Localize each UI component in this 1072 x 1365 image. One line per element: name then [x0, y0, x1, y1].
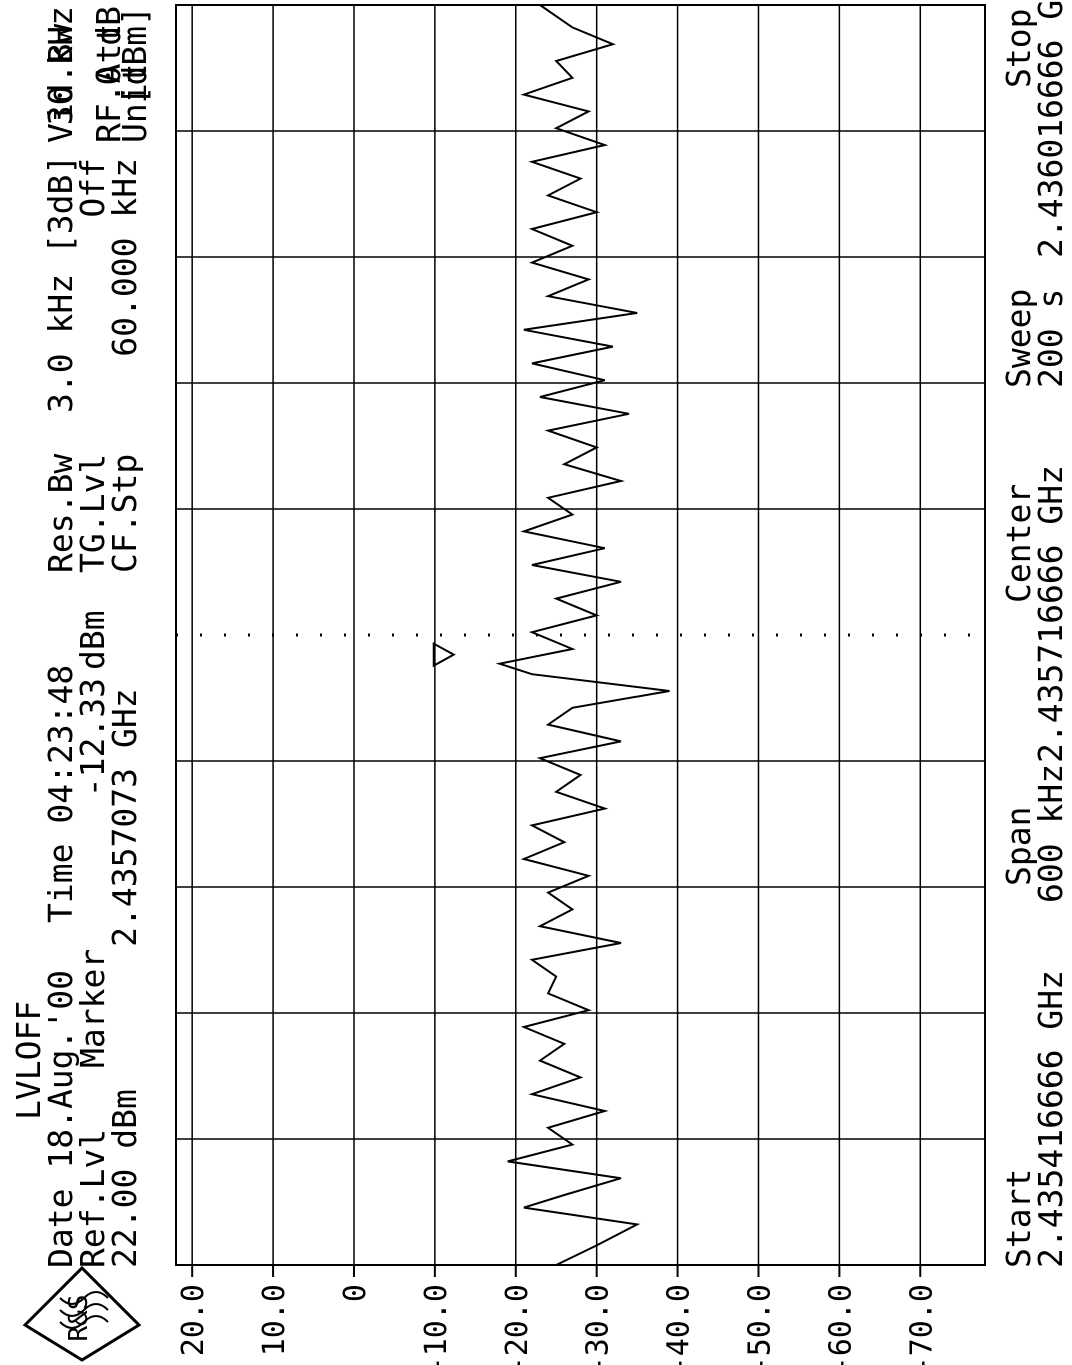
level-tick-label: -40.0 — [662, 1284, 697, 1365]
time-text: Time 04:23:48 — [41, 665, 80, 923]
level-tick-label: -30.0 — [581, 1284, 616, 1365]
marker-level-value: -12.33 — [73, 678, 112, 797]
vid-bw-label: Vid.Bw — [41, 24, 80, 143]
stop-label: Stop — [999, 9, 1038, 88]
tg-level-value: Off — [73, 158, 112, 218]
vid-bw-value: 30 kHz — [41, 6, 80, 125]
unit-value: [dBm] — [115, 6, 154, 105]
stop-value: 2.436016666 GHz — [1031, 0, 1070, 258]
frequency-gridlines — [176, 130, 985, 1140]
span-value: 600 kHz — [1031, 764, 1070, 903]
level-tick-label: -50.0 — [742, 1284, 777, 1365]
level-tick-label: -60.0 — [823, 1284, 858, 1365]
ref-level-value: 22.00 dBm — [105, 1089, 144, 1268]
mode-text: LVLOFF — [9, 1001, 48, 1120]
trace-line — [495, 4, 670, 1266]
marker-label: Marker — [73, 949, 112, 1068]
marker-freq-value: 2.4357073 — [105, 768, 144, 947]
sweep-label: Sweep — [999, 289, 1038, 388]
level-tick-label: -10.0 — [419, 1284, 454, 1365]
res-bw-label: Res.Bw — [41, 454, 80, 573]
rs-logo: R&S — [22, 1265, 142, 1362]
marker-freq-unit: GHz — [105, 688, 144, 748]
rf-att-label: RF.Att — [89, 24, 128, 143]
level-tick-label: -20.0 — [500, 1284, 535, 1365]
level-gridlines — [191, 5, 922, 1265]
footer-block: Start 2.435416666 GHz Span 600 kHz Cente… — [999, 0, 1070, 1268]
plot-area: 20.0 10.0 0 -10.0 -20.0 -30.0 -40.0 -50.0 -60.0 -… — [175, 4, 986, 1365]
span-label: Span — [999, 807, 1038, 886]
sweep-value: 200 s — [1031, 289, 1070, 388]
level-tick-label: -70.0 — [904, 1284, 939, 1365]
cf-step-label: CF.Stp — [105, 454, 144, 573]
start-value: 2.435416666 GHz — [1031, 970, 1070, 1268]
header-block: LVLOFF Date 18.Aug.'00 Time 04:23:48 Ref… — [9, 6, 154, 1268]
date-text: Date 18.Aug.'00 — [41, 970, 80, 1268]
marker-level-unit: dBm — [73, 610, 112, 670]
level-axis-ticks: 20.0 10.0 0 -10.0 -20.0 -30.0 -40.0 -50.0 -60.0 -… — [176, 1265, 939, 1365]
res-bw-value: 3.0 kHz [3dB] — [41, 155, 80, 413]
level-tick-label: 0 — [338, 1284, 373, 1302]
level-tick-label: 20.0 — [176, 1284, 211, 1356]
center-value: 2.435716666 GHz — [1031, 465, 1070, 763]
center-label: Center — [999, 484, 1038, 603]
marker-triangle — [432, 641, 456, 668]
rf-att-value: 0 dB — [89, 6, 128, 85]
start-label: Start — [999, 1169, 1038, 1268]
level-tick-label: 10.0 — [257, 1284, 292, 1356]
ref-level-label: Ref.Lvl — [73, 1129, 112, 1268]
cf-step-value: 60.000 kHz — [105, 158, 144, 357]
unit-label: Unit — [115, 64, 154, 143]
tg-level-label: TG.Lvl — [73, 454, 112, 573]
